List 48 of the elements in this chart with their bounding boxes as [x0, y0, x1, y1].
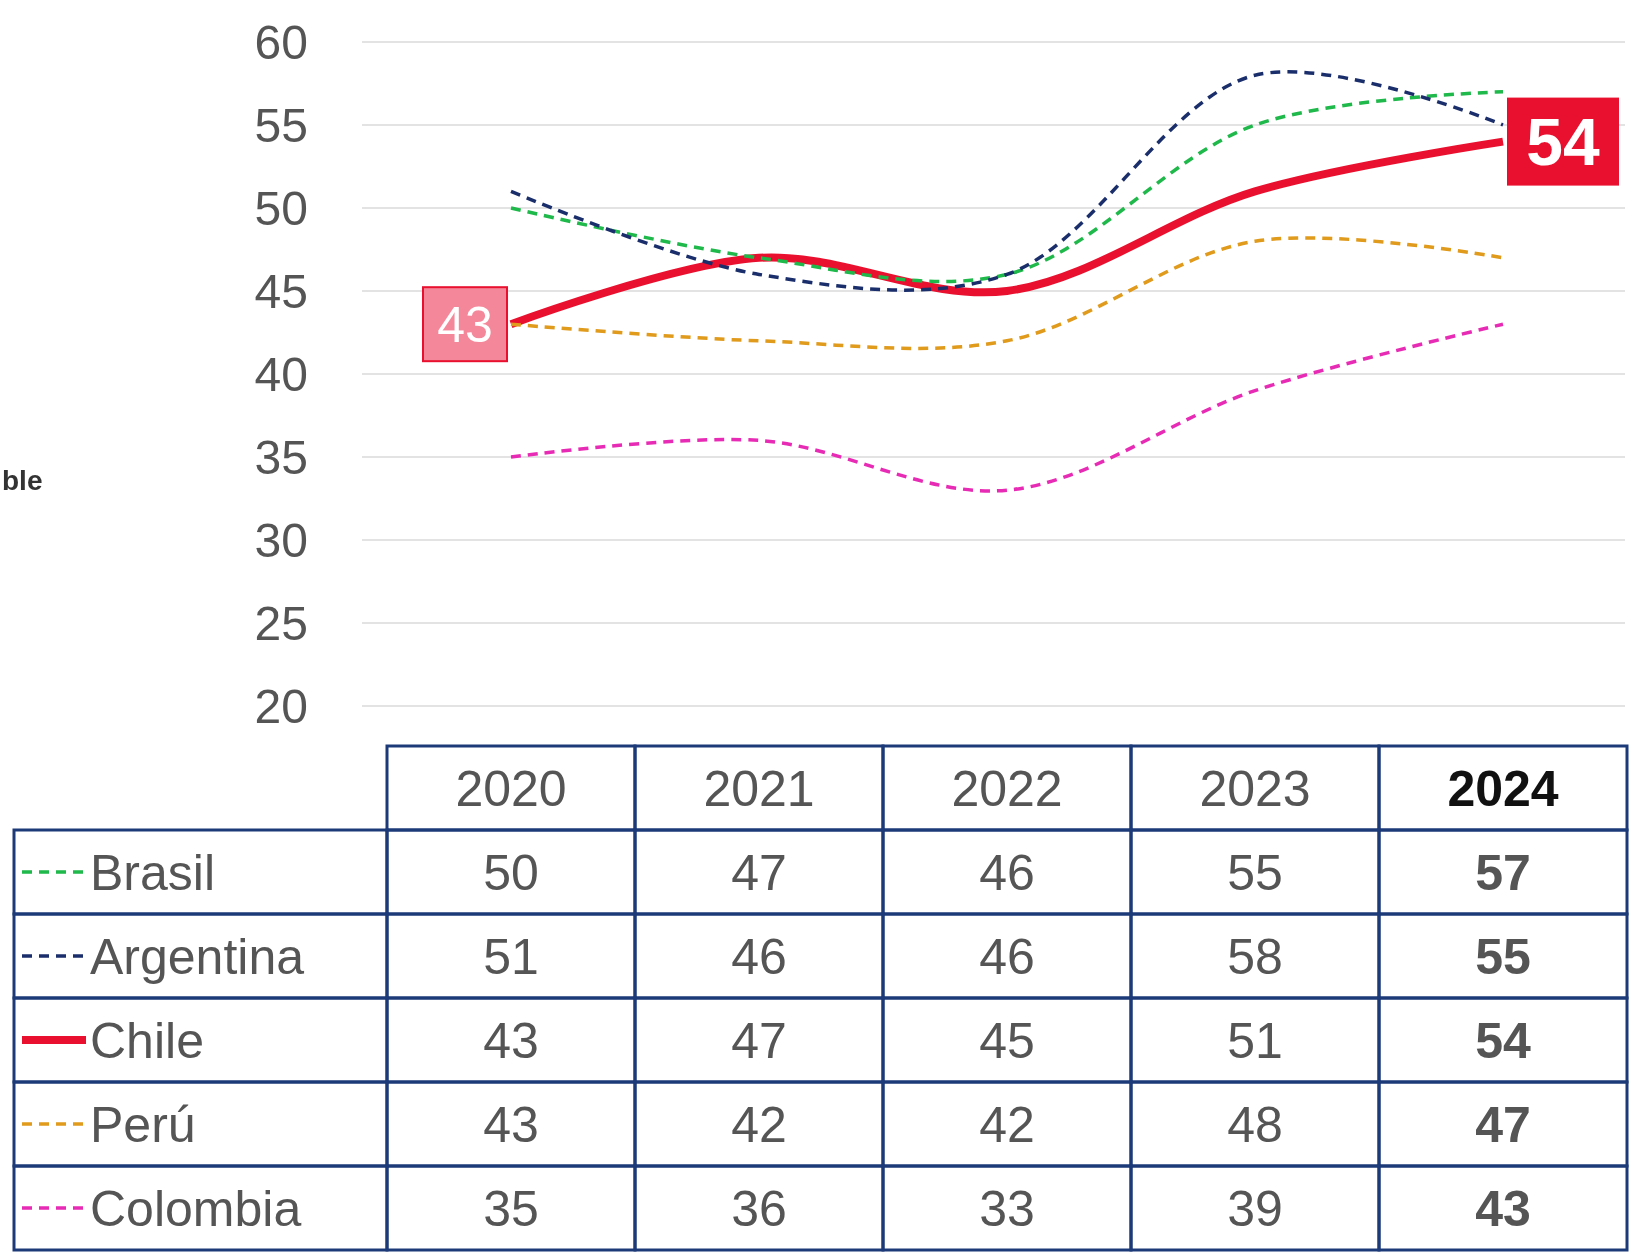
data-label: 43 — [483, 1013, 539, 1069]
data-label: 46 — [979, 929, 1035, 985]
data-label: 42 — [979, 1097, 1035, 1153]
y-tick-label: 50 — [254, 181, 308, 235]
data-label: 47 — [1475, 1097, 1531, 1153]
x-tick-label: 2021 — [703, 761, 815, 817]
annotation: 43 — [437, 297, 493, 354]
annotation: 54 — [1526, 105, 1600, 180]
data-label: 36 — [731, 1181, 787, 1237]
y-tick-label: 35 — [254, 430, 308, 484]
data-label: 43 — [1475, 1181, 1531, 1237]
data-label: 45 — [979, 1013, 1035, 1069]
y-tick-label: 40 — [254, 347, 308, 401]
line-series — [509, 322, 1505, 493]
data-label: 39 — [1227, 1181, 1283, 1237]
y-tick-label: 45 — [254, 264, 308, 318]
legend-label: Perú — [90, 1097, 196, 1153]
data-label: 46 — [979, 845, 1035, 901]
data-label: 33 — [979, 1181, 1035, 1237]
data-label: 47 — [731, 1013, 787, 1069]
legend-label: Chile — [90, 1013, 204, 1069]
data-label: 55 — [1227, 845, 1283, 901]
x-tick-label: 2023 — [1199, 761, 1311, 817]
data-label: 42 — [731, 1097, 787, 1153]
y-tick-label: 30 — [254, 513, 308, 567]
x-tick-label: 2020 — [455, 761, 567, 817]
legend-label: Argentina — [90, 929, 305, 985]
data-label: 46 — [731, 929, 787, 985]
x-tick-label: 2022 — [951, 761, 1063, 817]
data-label: 43 — [483, 1097, 539, 1153]
x-tick-label: 2024 — [1447, 761, 1559, 817]
data-label: 54 — [1475, 1013, 1531, 1069]
y-tick-label: 55 — [254, 98, 308, 152]
text: ble — [2, 465, 43, 496]
data-label: 48 — [1227, 1097, 1283, 1153]
data-label: 35 — [483, 1181, 539, 1237]
y-tick-label: 60 — [254, 15, 308, 69]
data-label: 55 — [1475, 929, 1531, 985]
legend-label: Brasil — [90, 845, 216, 901]
legend-label: Colombia — [90, 1181, 302, 1237]
y-tick-label: 20 — [254, 679, 308, 733]
data-label: 50 — [483, 845, 539, 901]
data-label: 51 — [1227, 1013, 1283, 1069]
data-label: 57 — [1475, 845, 1531, 901]
data-label: 47 — [731, 845, 787, 901]
y-tick-label: 25 — [254, 596, 308, 650]
data-label: 51 — [483, 929, 539, 985]
data-label: 58 — [1227, 929, 1283, 985]
